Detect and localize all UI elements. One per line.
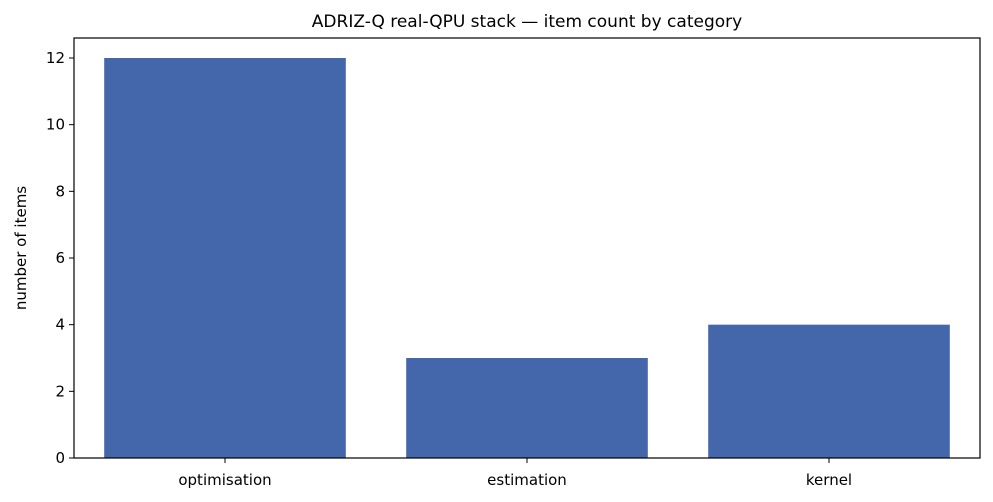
x-tick-label: optimisation: [178, 471, 271, 489]
x-tick-label: estimation: [487, 471, 567, 489]
y-tick-label: 12: [46, 49, 65, 67]
y-tick-label: 8: [55, 182, 65, 200]
y-axis-label: number of items: [12, 186, 30, 310]
y-tick-label: 6: [55, 249, 65, 267]
x-tick-label: kernel: [806, 471, 852, 489]
y-axis: 0 2 4 6 8 10 12: [46, 49, 74, 467]
bar-kernel: [708, 324, 950, 458]
plot-frame: [73, 37, 981, 459]
y-tick-label: 0: [55, 449, 65, 467]
bar-estimation: [406, 358, 648, 458]
bars-group: [104, 58, 950, 458]
chart-title: ADRIZ-Q real-QPU stack — item count by c…: [312, 12, 742, 32]
y-tick-label: 2: [55, 382, 65, 400]
x-axis: optimisation estimation kernel: [178, 458, 852, 489]
bar-optimisation: [104, 58, 346, 458]
y-tick-label: 4: [55, 316, 65, 334]
y-tick-label: 10: [46, 116, 65, 134]
